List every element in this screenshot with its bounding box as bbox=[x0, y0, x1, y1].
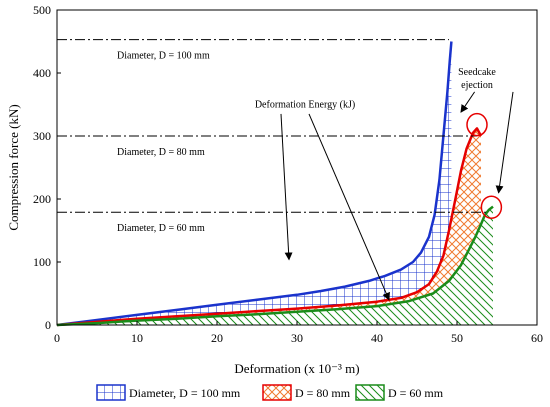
y-tick-label: 500 bbox=[33, 3, 51, 17]
x-axis-ticks: 0 10 20 30 40 50 60 bbox=[54, 321, 543, 345]
legend-label-3: D = 60 mm bbox=[388, 386, 444, 400]
series-line-1 bbox=[56, 41, 453, 327]
reference-lines: Diameter, D = 100 mm Diameter, D = 80 mm D… bbox=[57, 39, 489, 234]
deformation-energy-label: Deformation Energy (kJ) bbox=[255, 100, 355, 111]
y-tick-label: 100 bbox=[33, 255, 51, 269]
seedcake-label-line1: Seedcake bbox=[458, 67, 496, 78]
ejection-arrow-2 bbox=[495, 91, 514, 194]
series-area-1 bbox=[57, 41, 452, 325]
ejection-marker-2 bbox=[480, 195, 503, 219]
x-tick-label: 20 bbox=[211, 331, 223, 345]
annotations: Deformation Energy (kJ) Seedcake ejection bbox=[255, 67, 514, 301]
legend-swatch-2 bbox=[262, 384, 292, 401]
series-line-3 bbox=[56, 205, 494, 327]
ejection-markers bbox=[466, 112, 503, 219]
energy-arrow-1 bbox=[280, 113, 293, 261]
x-tick-label: 60 bbox=[531, 331, 543, 345]
legend-swatch-3 bbox=[355, 384, 385, 401]
reference-label-2: Diameter, D = 80 mm bbox=[117, 147, 205, 158]
legend-label-1: Diameter, D = 100 mm bbox=[129, 386, 241, 400]
legend: Diameter, D = 100 mm D = 80 mm D = 60 mm bbox=[96, 384, 444, 401]
reference-label-1: Diameter, D = 100 mm bbox=[117, 51, 210, 62]
x-tick-label: 30 bbox=[291, 331, 303, 345]
y-axis-ticks: 0 100 200 300 400 500 bbox=[33, 3, 61, 332]
series-curves bbox=[56, 41, 494, 327]
y-tick-label: 0 bbox=[45, 318, 51, 332]
reference-label-3: Diameter, D = 60 mm bbox=[117, 223, 205, 234]
ejection-arrow-1 bbox=[460, 91, 476, 113]
y-tick-label: 400 bbox=[33, 66, 51, 80]
legend-swatch-1 bbox=[96, 384, 126, 401]
x-tick-label: 0 bbox=[54, 331, 60, 345]
x-axis-title: Deformation (x 10⁻³ m) bbox=[234, 361, 359, 376]
x-tick-label: 50 bbox=[451, 331, 463, 345]
hatched-areas bbox=[57, 41, 493, 325]
y-tick-label: 300 bbox=[33, 129, 51, 143]
seedcake-label-line2: ejection bbox=[461, 80, 493, 91]
y-axis-title: Compression force (kN) bbox=[6, 104, 21, 230]
legend-label-2: D = 80 mm bbox=[295, 386, 351, 400]
y-tick-label: 200 bbox=[33, 192, 51, 206]
x-tick-label: 40 bbox=[371, 331, 383, 345]
ejection-marker-1 bbox=[466, 112, 488, 137]
x-tick-label: 10 bbox=[131, 331, 143, 345]
series-line-2 bbox=[56, 127, 483, 327]
series-area-3 bbox=[57, 206, 493, 325]
energy-arrow-2 bbox=[308, 113, 390, 301]
